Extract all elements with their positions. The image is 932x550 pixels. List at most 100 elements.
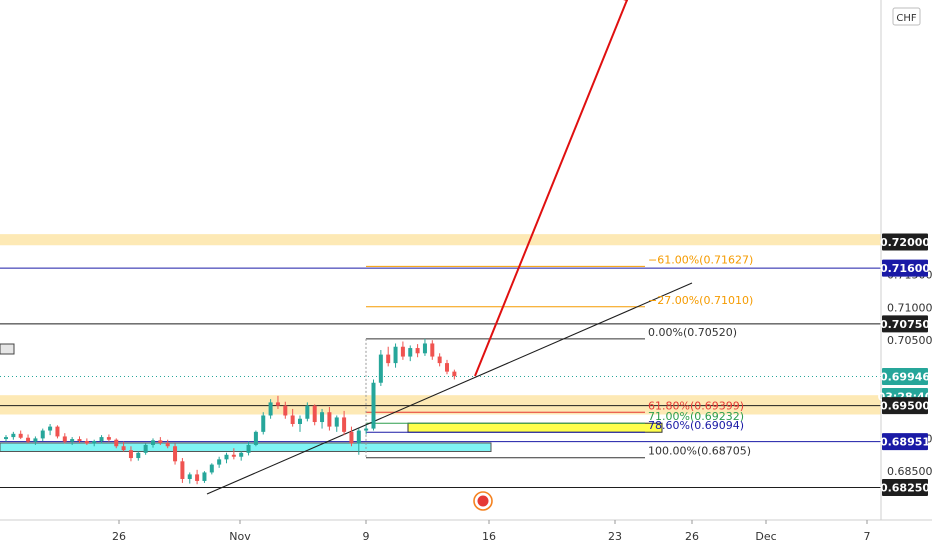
y-tick-4: 0.68500: [887, 465, 932, 478]
y-tick-1: 0.71000: [887, 301, 932, 314]
candle-10: [77, 436, 82, 443]
fib-label-3: 61.80%(0.69399): [648, 399, 744, 412]
candle-49: [364, 425, 369, 435]
price-tag-label-2: 0.70750: [880, 318, 930, 331]
candle-54: [400, 341, 405, 360]
candle-19: [143, 443, 148, 455]
candle-24: [180, 458, 185, 483]
candle-46: [342, 410, 347, 436]
entry-zone[interactable]: [407, 422, 663, 433]
currency-label: CHF: [896, 13, 917, 24]
candle-20: [151, 438, 155, 448]
horizontal-levels: [0, 267, 881, 488]
candle-14: [106, 434, 111, 442]
candle-0: [4, 435, 8, 442]
candle-33: [246, 441, 251, 456]
candle-16: [121, 441, 126, 452]
price-tag-1: 0.71600: [880, 259, 930, 277]
candle-40: [298, 415, 302, 432]
fib-retracement[interactable]: [365, 265, 645, 459]
x-tick-7: 7: [864, 530, 871, 543]
price-tag-label-1: 0.71600: [880, 262, 930, 275]
price-tag-label-3: 0.69946: [880, 370, 930, 383]
candle-61: [452, 369, 457, 380]
candle-13: [99, 435, 104, 444]
candle-1: [11, 431, 16, 440]
price-tag-2: 0.70750: [880, 315, 930, 333]
candle-39: [290, 408, 295, 427]
candle-18: [136, 451, 141, 461]
x-tick-0: 26: [112, 530, 126, 543]
price-tag-label-7: 0.68250: [880, 482, 930, 495]
candle-5: [40, 428, 45, 442]
price-tag-label-6: 0.68951: [880, 436, 930, 449]
candle-44: [327, 406, 332, 431]
candle-8: [62, 433, 67, 444]
candle-23: [173, 443, 178, 465]
candle-9: [70, 437, 75, 445]
fib-labels: −61.00%(0.71627) −27.00%(0.71010) 0.00%(0.…: [648, 253, 753, 457]
fib-label-5: 78.60%(0.69094): [648, 419, 744, 432]
candle-53: [393, 343, 398, 368]
event-icon[interactable]: [473, 491, 493, 511]
resistance-zone[interactable]: [0, 395, 881, 415]
price-tag-6: 0.68951: [880, 433, 930, 451]
price-tag-7: 0.68250: [880, 479, 930, 496]
x-tick-6: Dec: [755, 530, 776, 543]
price-tag-3: 0.69946: [880, 367, 930, 385]
zones-layer: [0, 234, 881, 452]
candle-56: [415, 344, 420, 358]
fib-label-2: 0.00%(0.70520): [648, 326, 737, 339]
candles-layer: [4, 338, 457, 485]
fib-label-1: −27.00%(0.71010): [648, 294, 753, 307]
candle-27: [202, 471, 207, 483]
candle-15: [114, 438, 119, 449]
fib-label-4: 71.00%(0.69232): [648, 410, 744, 423]
candle-47: [349, 426, 354, 447]
candle-42: [312, 404, 317, 426]
candle-2: [18, 430, 23, 440]
candle-55: [408, 345, 413, 362]
x-tick-5: 26: [685, 530, 699, 543]
fib-label-0: −61.00%(0.71627): [648, 253, 753, 266]
candle-7: [55, 425, 60, 439]
fib-label-6: 100.00%(0.68705): [648, 445, 751, 458]
candle-34: [253, 430, 258, 447]
candle-12: [92, 439, 97, 447]
projection-arrow[interactable]: [474, 0, 630, 377]
x-tick-4: 23: [608, 530, 622, 543]
candle-51: [378, 350, 383, 387]
y-tick-2: 0.70500: [887, 334, 932, 347]
trendline[interactable]: [206, 282, 693, 495]
supply-zone-top[interactable]: [0, 234, 881, 246]
candle-29: [217, 456, 222, 468]
candle-36: [268, 399, 273, 419]
candle-4: [33, 436, 38, 445]
price-tag-label-5: 0.69500: [880, 400, 930, 413]
x-axis[interactable]: 26 Nov 9 16 23 26 Dec 7: [112, 520, 871, 543]
x-tick-3: 16: [482, 530, 496, 543]
candle-6: [48, 423, 53, 436]
candle-50: [371, 379, 376, 431]
support-zone[interactable]: [0, 442, 492, 452]
price-tag-5: 0.69500: [880, 397, 930, 415]
candle-48: [356, 428, 361, 455]
x-tick-2: 9: [363, 530, 370, 543]
candle-26: [195, 469, 200, 485]
price-tags: 0.720000.716000.707500.6994603:28:400.69…: [878, 233, 932, 496]
candle-37: [275, 395, 280, 409]
candle-30: [224, 452, 229, 464]
candle-3: [26, 434, 31, 443]
price-tag-0: 0.72000: [880, 233, 930, 251]
candle-52: [386, 346, 391, 367]
left-edge-marker: [0, 343, 15, 355]
candle-60: [445, 359, 449, 375]
candle-11: [84, 438, 89, 445]
candle-25: [187, 472, 192, 484]
candle-57: [422, 338, 427, 356]
candle-31: [231, 448, 236, 460]
candle-45: [334, 415, 339, 432]
x-tick-1: Nov: [229, 530, 251, 543]
currency-badge: CHF: [892, 7, 921, 26]
